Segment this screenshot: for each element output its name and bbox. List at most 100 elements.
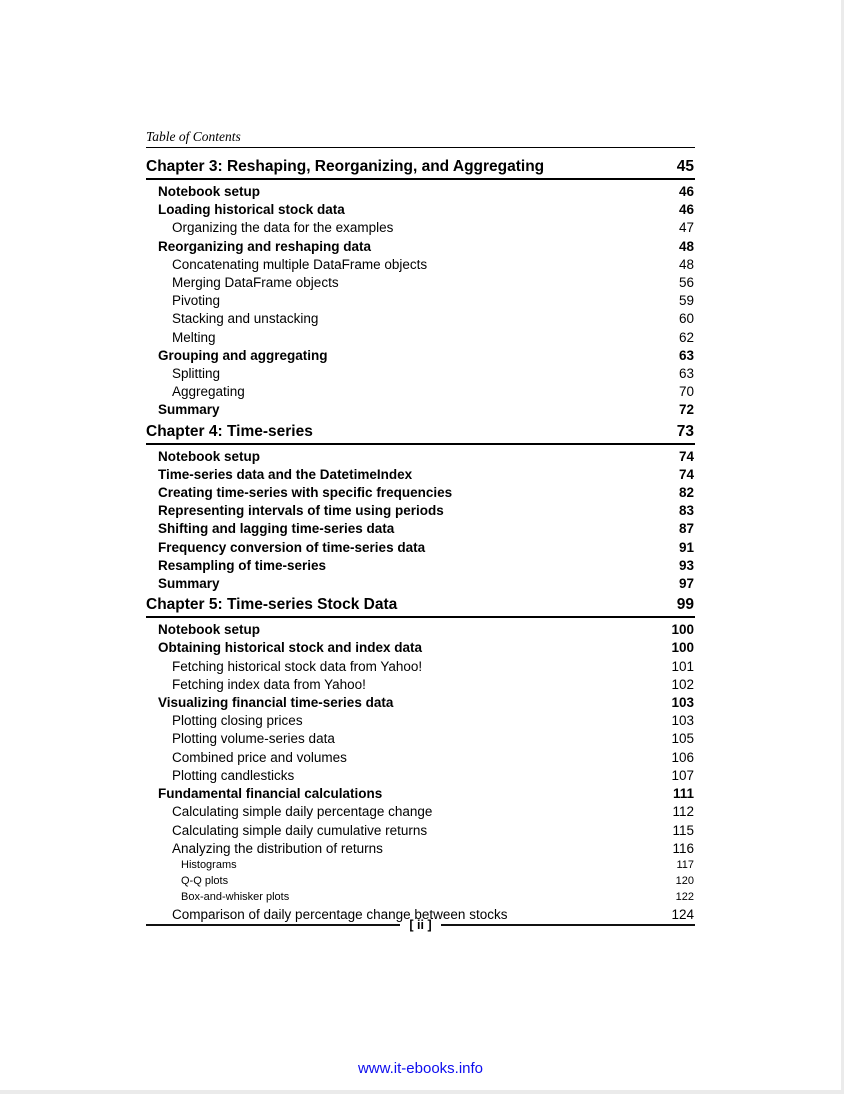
toc-entry-page-number: 101 (671, 658, 694, 674)
toc-entry-label: Stacking and unstacking (172, 311, 319, 327)
toc-entry-label: Fundamental financial calculations (158, 786, 383, 802)
toc-entry-page-number: 82 (678, 485, 694, 501)
toc-entry: Plotting volume-series data 105 (146, 730, 695, 748)
chapter-section: Chapter 5: Time-series Stock Data 99 Noteb… (146, 595, 695, 924)
toc-entry-page-number: 70 (678, 384, 694, 400)
toc-entry-label: Summary (158, 576, 220, 592)
toc-entry-page-number: 103 (671, 713, 694, 729)
toc-entry: Calculating simple daily cumulative retu… (146, 822, 695, 840)
toc-entry-label: Frequency conversion of time-series data (158, 539, 426, 555)
toc-entry-page-number: 111 (672, 786, 694, 802)
toc-entry: Visualizing financial time-series data 10… (146, 694, 695, 712)
toc-entry-page-number: 107 (671, 767, 694, 783)
toc-entry-page-number: 115 (672, 822, 694, 838)
toc-entry-label: Q-Q plots (181, 874, 229, 887)
toc-entry: Obtaining historical stock and index dat… (146, 639, 695, 657)
toc-entry-page-number: 93 (678, 557, 694, 573)
toc-entry: Plotting candlesticks 107 (146, 767, 695, 785)
toc-entry-page-number: 87 (678, 521, 694, 537)
toc-entry-label: Histograms (181, 858, 237, 871)
toc-entry: Melting 62 (146, 329, 695, 347)
toc-entry-label: Calculating simple daily percentage chan… (172, 804, 433, 820)
toc-entry-page-number: 83 (678, 503, 694, 519)
toc-entry-page-number: 46 (678, 184, 694, 199)
toc-entry-label: Organizing the data for the examples (172, 220, 394, 236)
toc-entry: Analyzing the distribution of returns 116 (146, 840, 695, 858)
chapter-title: Chapter 3: Reshaping, Reorganizing, and … (146, 158, 545, 175)
toc-entry: Fetching index data from Yahoo! 102 (146, 676, 695, 694)
toc-entry: Merging DataFrame objects 56 (146, 274, 695, 292)
chapter-page-number: 45 (676, 158, 694, 175)
toc-entry: Shifting and lagging time-series data 87 (146, 520, 695, 538)
toc-entry-label: Obtaining historical stock and index dat… (158, 640, 423, 656)
toc-entry-label: Splitting (172, 366, 221, 382)
toc-entry: Summary 97 (146, 575, 695, 593)
toc-entry-label: Plotting volume-series data (172, 731, 335, 747)
toc-entry-label: Fetching historical stock data from Yaho… (172, 658, 423, 674)
chapter-page-number: 99 (676, 596, 694, 614)
toc-entry-label: Pivoting (172, 293, 221, 309)
toc-entry-label: Melting (172, 329, 216, 345)
toc-entry-page-number: 74 (678, 448, 694, 464)
chapter-heading: Chapter 4: Time-series 73 (146, 422, 695, 445)
toc-entry: Time-series data and the DatetimeIndex 74 (146, 466, 695, 484)
toc-entry-page-number: 116 (672, 840, 694, 856)
toc-entry-page-number: 56 (678, 275, 694, 291)
chapter-heading: Chapter 5: Time-series Stock Data 99 (146, 595, 695, 619)
toc-entry-page-number: 72 (678, 402, 694, 418)
toc-entry-label: Resampling of time-series (158, 557, 327, 573)
toc-entry-label: Aggregating (172, 384, 245, 400)
footer-rule-right (440, 924, 695, 926)
toc-entry-label: Shifting and lagging time-series data (158, 521, 395, 537)
toc-entry-page-number: 47 (678, 220, 694, 236)
toc-entry: Stacking and unstacking 60 (146, 310, 695, 328)
toc-entry-label: Calculating simple daily cumulative retu… (172, 822, 428, 838)
toc-entry-label: Plotting closing prices (172, 713, 303, 729)
toc-entry-page-number: 117 (676, 858, 694, 871)
toc-entry-label: Notebook setup (158, 622, 261, 638)
toc-entry-page-number: 48 (678, 256, 694, 272)
toc-entry: Q-Q plots 120 (146, 874, 695, 890)
toc-entry-label: Plotting candlesticks (172, 767, 295, 783)
toc-entry-page-number: 124 (671, 906, 694, 922)
toc-entry-page-number: 103 (671, 695, 694, 711)
toc-entry-page-number: 102 (671, 676, 694, 692)
toc-entry-page-number: 91 (678, 539, 694, 555)
toc-entry-label: Notebook setup (158, 448, 261, 464)
ebook-site-link[interactable]: www.it-ebooks.info (357, 1060, 484, 1077)
toc-entry-page-number: 74 (678, 466, 694, 482)
toc-entry: Box-and-whisker plots 122 (146, 890, 695, 906)
toc-entry: Creating time-series with specific frequ… (146, 484, 695, 502)
toc-entry: Pivoting 59 (146, 292, 695, 310)
footer-rule-left (146, 924, 401, 926)
toc-entry-label: Grouping and aggregating (158, 347, 328, 363)
toc-header-label: Table of Contents (146, 129, 695, 148)
toc-entry-page-number: 63 (678, 347, 694, 363)
toc-entry-label: Concatenating multiple DataFrame objects (172, 256, 428, 272)
page-footer: [ ii ] (146, 918, 695, 932)
footer-page-indicator: [ ii ] (409, 918, 432, 932)
toc-entry: Aggregating 70 (146, 383, 695, 401)
chapter-section: Chapter 3: Reshaping, Reorganizing, and … (146, 157, 695, 420)
toc-entry: Notebook setup 100 (146, 621, 695, 639)
toc-entry-page-number: 120 (675, 874, 694, 887)
toc-entry: Grouping and aggregating 63 (146, 347, 695, 365)
toc-content: Table of Contents Chapter 3: Reshaping, … (146, 129, 695, 924)
toc-entry-page-number: 97 (678, 576, 694, 592)
toc-entry-label: Summary (158, 402, 220, 418)
toc-entry: Organizing the data for the examples 47 (146, 219, 695, 237)
toc-entry-page-number: 112 (672, 804, 694, 820)
toc-entry-label: Fetching index data from Yahoo! (172, 676, 366, 692)
toc-entry-label: Visualizing financial time-series data (158, 695, 394, 711)
toc-entry-page-number: 48 (678, 238, 694, 254)
toc-entry: Splitting 63 (146, 365, 695, 383)
toc-entry-label: Box-and-whisker plots (181, 890, 290, 903)
toc-entry-page-number: 122 (675, 890, 694, 903)
toc-entry: Plotting closing prices 103 (146, 712, 695, 730)
toc-entry-label: Comparison of daily percentage change be… (172, 906, 508, 922)
toc-entry: Notebook setup 74 (146, 448, 695, 466)
toc-entry-label: Loading historical stock data (158, 202, 345, 218)
toc-entry: Fetching historical stock data from Yaho… (146, 658, 695, 676)
chapter-page-number: 73 (676, 422, 694, 440)
